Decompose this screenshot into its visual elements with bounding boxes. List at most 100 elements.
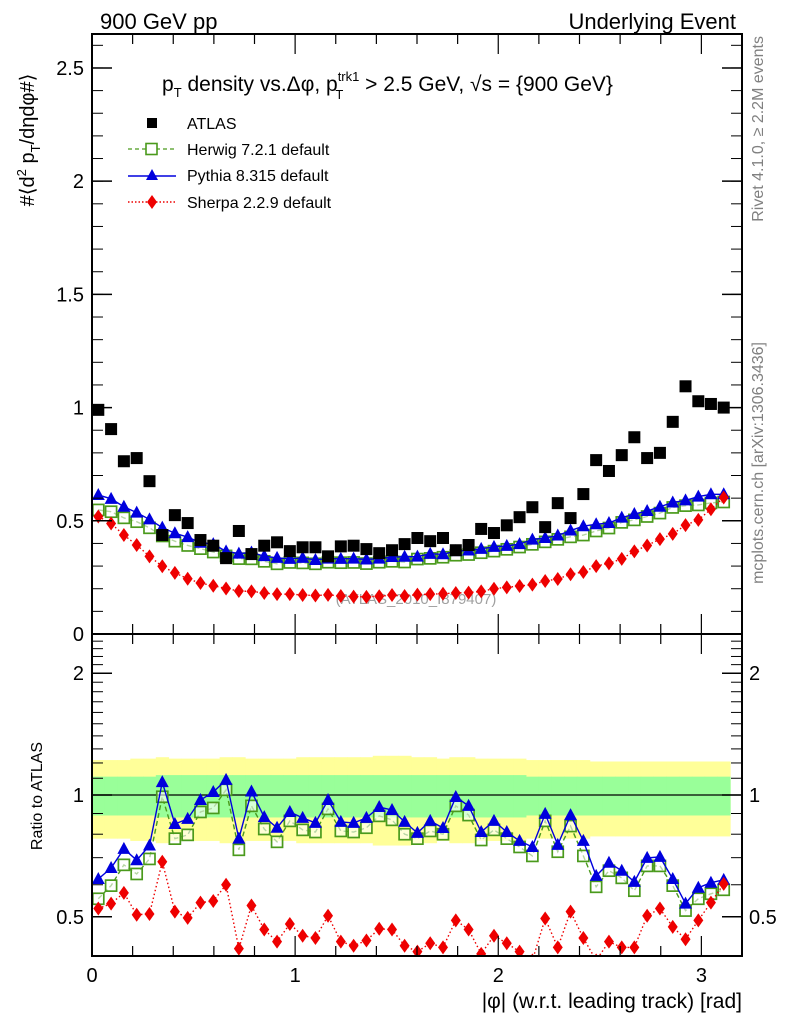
main-point-atlas xyxy=(309,541,322,554)
ratio-point-herwig xyxy=(372,809,386,823)
ratio-point-herwig xyxy=(168,832,182,846)
ratio-xlabel: |φ| (w.r.t. leading track) [rad] xyxy=(482,990,742,1013)
ratio-point-pythia xyxy=(666,871,680,884)
main-point-herwig xyxy=(130,515,144,529)
main-point-sherpa xyxy=(118,528,129,543)
ratio-point-sherpa xyxy=(578,931,589,946)
ratio-point-pythia xyxy=(589,868,603,881)
ratio-band-1sigma xyxy=(92,775,731,818)
mcplots-label: mcplots.cern.ch [arXiv:1306.3436] xyxy=(750,342,767,584)
ratio-point-pythia xyxy=(104,861,118,874)
main-point-sherpa xyxy=(488,581,499,596)
main-point-pythia xyxy=(640,504,654,517)
main-point-atlas xyxy=(220,552,233,565)
main-point-sherpa xyxy=(182,571,193,586)
main-point-pythia xyxy=(334,551,348,564)
ratio-point-herwig xyxy=(245,799,258,813)
ratio-point-herwig xyxy=(117,858,131,872)
ratio-point-pythia xyxy=(462,798,476,811)
main-point-pythia xyxy=(679,493,693,506)
main-point-sherpa xyxy=(106,516,117,531)
main-point-sherpa xyxy=(616,551,627,566)
main-point-sherpa xyxy=(361,589,372,604)
main-point-sherpa xyxy=(476,584,487,599)
main-point-pythia xyxy=(308,552,322,565)
main-point-sherpa xyxy=(399,588,410,603)
main-point-sherpa xyxy=(693,512,704,527)
ratio-point-sherpa xyxy=(642,908,653,923)
main-point-sherpa xyxy=(642,538,653,553)
ratio-point-sherpa xyxy=(425,936,436,951)
legend-marker-pythia xyxy=(146,169,158,180)
ratio-point-sherpa xyxy=(705,895,716,910)
ratio-point-sherpa xyxy=(361,933,372,948)
band-segment xyxy=(385,775,399,818)
legend-marker-atlas xyxy=(147,118,157,128)
main-point-atlas xyxy=(130,452,143,465)
main-point-atlas xyxy=(117,455,130,468)
ratio-point-pythia xyxy=(372,799,386,812)
band-segment xyxy=(666,776,680,816)
main-point-pythia xyxy=(589,517,603,530)
main-point-atlas xyxy=(168,509,181,522)
ratio-point-sherpa xyxy=(693,913,704,928)
main-point-sherpa xyxy=(654,532,665,547)
band-segment xyxy=(679,776,693,816)
ratio-point-pythia xyxy=(564,808,578,821)
main-point-pythia xyxy=(525,532,539,545)
main-point-atlas xyxy=(666,415,679,428)
main-point-atlas xyxy=(539,521,552,534)
ratio-point-pythia xyxy=(334,814,348,827)
band-segment xyxy=(92,776,106,816)
main-point-pythia xyxy=(615,510,629,523)
ratio-point-sherpa xyxy=(552,940,563,955)
ratio-point-sherpa xyxy=(310,931,321,946)
ratio-point-sherpa xyxy=(654,901,665,916)
main-series-atlas xyxy=(92,380,730,565)
legend-label-atlas: ATLAS xyxy=(187,116,237,133)
band-segment xyxy=(717,776,731,816)
main-point-sherpa xyxy=(718,490,729,505)
ratio-point-pythia xyxy=(679,896,693,909)
main-point-pythia xyxy=(513,537,527,550)
legend-entry-herwig: Herwig 7.2.1 default xyxy=(128,142,330,159)
main-point-pythia xyxy=(627,507,641,519)
ratio-point-herwig xyxy=(219,783,233,797)
main-point-pythia xyxy=(104,491,118,504)
main-ytick-label: 1 xyxy=(73,398,84,420)
band-segment xyxy=(500,775,514,818)
band-segment xyxy=(296,775,310,818)
legend-entry-sherpa: Sherpa 2.2.9 default xyxy=(128,195,332,212)
band-segment xyxy=(130,776,144,816)
ratio-point-sherpa xyxy=(501,936,512,951)
main-point-pythia xyxy=(270,550,284,563)
ratio-point-pythia xyxy=(615,863,629,876)
ratio-point-herwig xyxy=(487,823,501,837)
main-point-sherpa xyxy=(144,549,155,564)
main-point-sherpa xyxy=(323,587,334,602)
ratio-point-herwig xyxy=(309,825,322,839)
main-point-sherpa xyxy=(348,589,359,604)
main-point-sherpa xyxy=(284,587,295,602)
main-panel: (ATLAS_2010_I879407) 00.511.522.5 pT den… xyxy=(14,33,743,646)
band-segment xyxy=(283,775,297,818)
band-segment xyxy=(691,776,706,816)
main-point-atlas xyxy=(232,524,245,537)
main-point-atlas xyxy=(602,464,615,477)
main-point-atlas xyxy=(283,545,296,558)
main-point-sherpa xyxy=(195,576,206,591)
ratio-point-sherpa xyxy=(540,911,551,926)
ratio-point-pythia xyxy=(130,853,144,866)
ratio-point-sherpa xyxy=(323,908,334,923)
ratio-point-herwig xyxy=(589,880,603,894)
main-point-sherpa xyxy=(157,559,168,574)
main-point-sherpa xyxy=(93,509,104,524)
main-point-herwig xyxy=(117,511,131,525)
ratio-point-pythia xyxy=(602,855,616,868)
ratio-series-herwig xyxy=(92,783,731,917)
ratio-point-pythia xyxy=(423,813,437,826)
band-segment xyxy=(538,776,552,816)
ratio-point-herwig xyxy=(155,790,169,804)
ratio-point-herwig xyxy=(653,859,667,873)
ratio-point-herwig xyxy=(321,802,335,816)
